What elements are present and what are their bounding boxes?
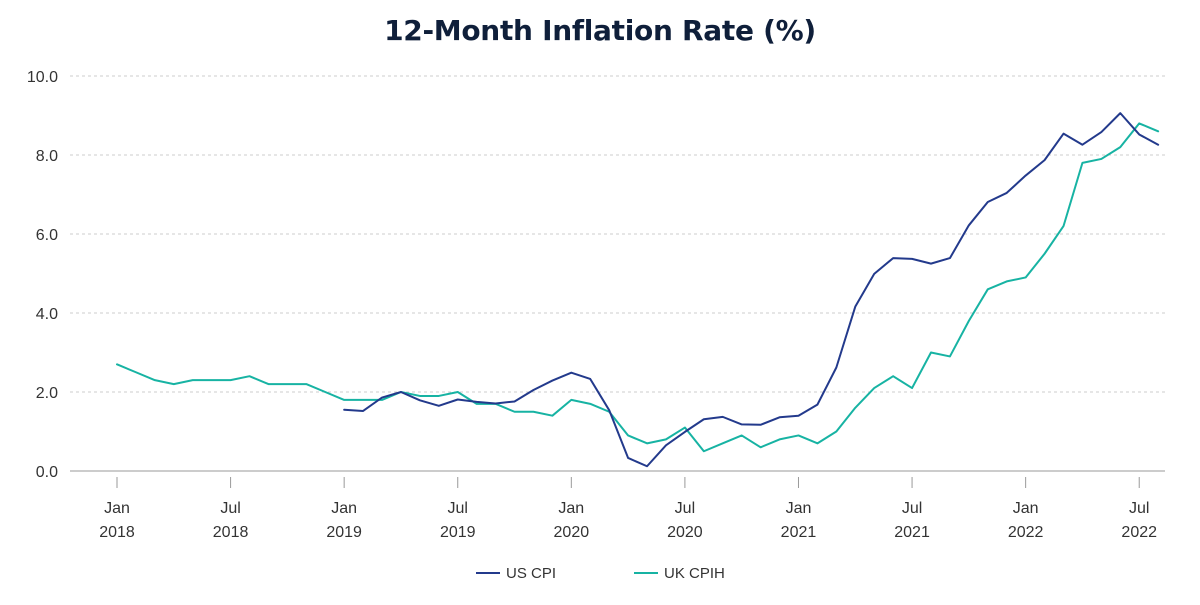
x-tick-label-month: Jul <box>902 500 922 517</box>
x-tick-label-month: Jan <box>786 500 812 517</box>
x-tick-label-month: Jan <box>104 500 130 517</box>
grid-lines <box>70 75 1165 472</box>
x-tick-label-year: 2022 <box>1121 524 1157 541</box>
legend-label: US CPI <box>506 565 556 582</box>
x-tick-label-year: 2021 <box>781 524 817 541</box>
y-tick-label: 10.0 <box>27 69 58 86</box>
legend-label: UK CPIH <box>664 565 725 582</box>
x-tick-label-month: Jan <box>331 500 357 517</box>
x-tick-label-month: Jul <box>448 500 468 517</box>
y-tick-label: 2.0 <box>36 385 58 402</box>
y-tick-label: 4.0 <box>36 306 58 323</box>
y-tick-label: 8.0 <box>36 148 58 165</box>
legend: US CPI UK CPIH <box>476 565 725 582</box>
series-line-uk-cpih <box>116 122 1160 453</box>
x-tick-label-month: Jan <box>558 500 584 517</box>
x-tick-label-year: 2018 <box>213 524 249 541</box>
x-tick-label-year: 2021 <box>894 524 930 541</box>
x-tick-label-month: Jul <box>675 500 695 517</box>
x-tick-label-month: Jan <box>1013 500 1039 517</box>
chart-title: 12-Month Inflation Rate (%) <box>384 14 816 47</box>
x-tick-label-year: 2020 <box>667 524 703 541</box>
x-tick-label-month: Jul <box>1129 500 1149 517</box>
x-tick-label-year: 2020 <box>554 524 590 541</box>
x-tick-label-year: 2022 <box>1008 524 1044 541</box>
x-axis-ticks: Jan 2018 Jul 2018 Jan 2019 Jul 2019 Jan 2020 Jul 20… <box>99 477 1157 541</box>
x-tick-label-year: 2019 <box>440 524 476 541</box>
y-tick-label: 6.0 <box>36 227 58 244</box>
series-lines <box>116 112 1160 468</box>
x-tick-label-month: Jul <box>220 500 240 517</box>
y-axis-ticks: 0.0 2.0 4.0 6.0 8.0 10.0 <box>27 69 58 481</box>
x-tick-label-year: 2018 <box>99 524 135 541</box>
x-tick-label-year: 2019 <box>326 524 362 541</box>
series-line-us-cpi <box>343 112 1160 468</box>
y-tick-label: 0.0 <box>36 464 58 481</box>
